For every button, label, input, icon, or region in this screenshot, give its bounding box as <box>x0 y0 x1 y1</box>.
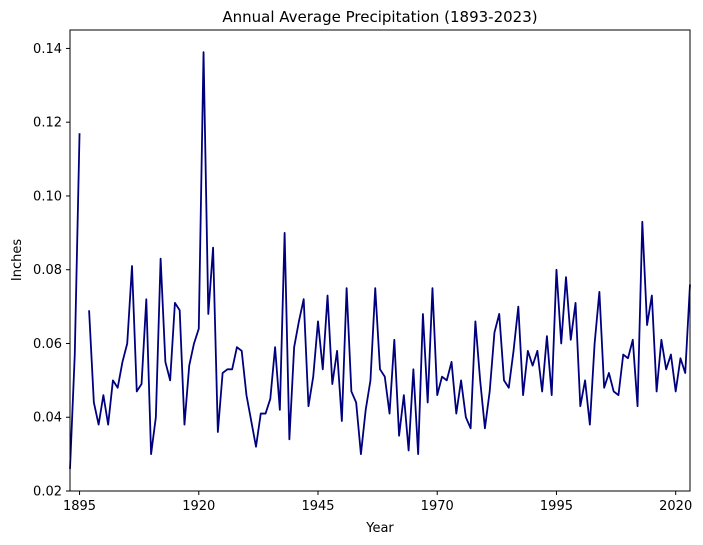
x-axis-label: Year <box>365 521 394 536</box>
y-tick-label: 0.02 <box>33 485 62 500</box>
x-axis: 1895 1920 1945 1970 1995 2020 <box>63 491 692 514</box>
x-tick-label: 1945 <box>301 499 334 514</box>
x-tick-label: 1970 <box>421 499 454 514</box>
precipitation-line-segment <box>88 51 691 456</box>
chart-title: Annual Average Precipitation (1893-2023) <box>222 8 537 26</box>
y-tick-label: 0.06 <box>33 337 62 352</box>
y-axis-label: Inches <box>10 239 25 281</box>
x-tick-label: 2020 <box>659 499 692 514</box>
precipitation-line-segment <box>69 133 81 469</box>
plot-frame <box>69 29 691 492</box>
plot-area <box>70 30 690 491</box>
y-tick-label: 0.04 <box>33 411 62 426</box>
x-tick-label: 1995 <box>540 499 573 514</box>
y-axis: 0.02 0.04 0.06 0.08 0.10 0.12 0.14 <box>33 42 70 500</box>
y-tick-label: 0.14 <box>33 42 62 57</box>
x-tick-label: 1920 <box>182 499 215 514</box>
x-tick-label: 1895 <box>63 499 96 514</box>
y-tick-label: 0.08 <box>33 263 62 278</box>
y-tick-label: 0.10 <box>33 189 62 204</box>
y-tick-label: 0.12 <box>33 116 62 131</box>
series-layer <box>69 51 691 469</box>
